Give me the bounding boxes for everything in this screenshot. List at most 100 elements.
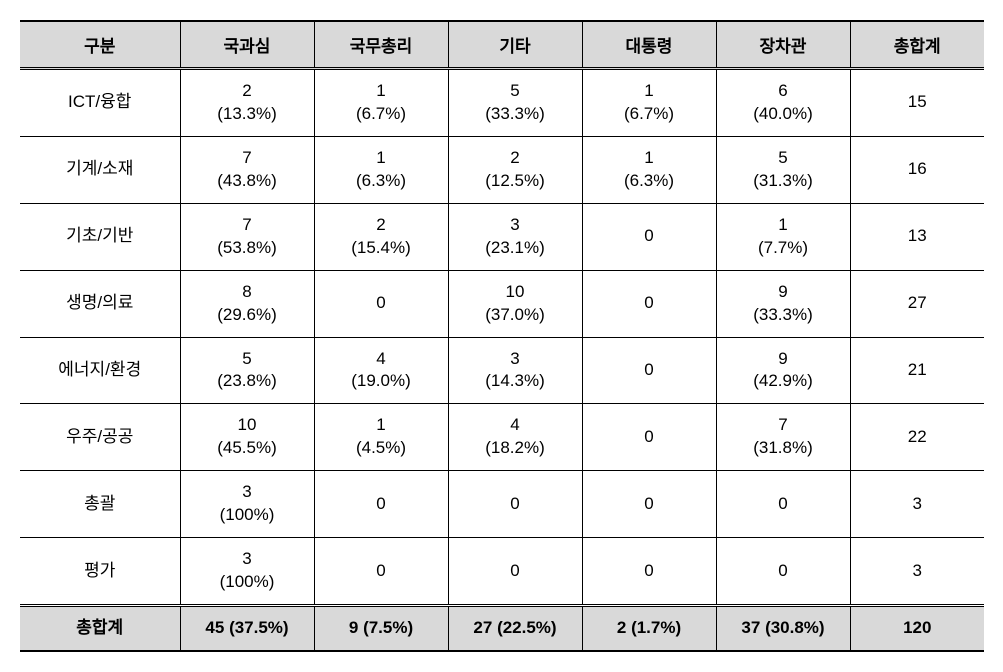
data-cell: 4(19.0%) bbox=[314, 337, 448, 404]
table-row: 우주/공공10(45.5%)1(4.5%)4(18.2%)07(31.8%)22 bbox=[20, 404, 984, 471]
cell-num: 2 bbox=[319, 214, 444, 237]
footer-cell: 37 (30.8%) bbox=[716, 606, 850, 651]
cell-pct: (6.7%) bbox=[587, 103, 712, 126]
data-cell: 0 bbox=[582, 337, 716, 404]
data-cell: 3(100%) bbox=[180, 471, 314, 538]
cell-pct: (6.3%) bbox=[587, 170, 712, 193]
cell-num: 3 bbox=[185, 548, 310, 571]
cell-num: 3 bbox=[185, 481, 310, 504]
cell-num: 0 bbox=[587, 359, 712, 382]
cell-pct: (37.0%) bbox=[453, 304, 578, 327]
cell-num: 1 bbox=[587, 80, 712, 103]
row-label: 평가 bbox=[20, 538, 180, 606]
row-total: 16 bbox=[850, 136, 984, 203]
footer-cell-num: 9 bbox=[349, 618, 358, 637]
table-header-row: 구분 국과심 국무총리 기타 대통령 장차관 총합계 bbox=[20, 21, 984, 69]
cell-num: 0 bbox=[453, 493, 578, 516]
cell-pct: (42.9%) bbox=[721, 370, 846, 393]
cell-num: 0 bbox=[319, 560, 444, 583]
cell-pct: (100%) bbox=[185, 504, 310, 527]
table-row: 생명/의료8(29.6%)010(37.0%)09(33.3%)27 bbox=[20, 270, 984, 337]
data-cell: 0 bbox=[582, 471, 716, 538]
cell-pct: (4.5%) bbox=[319, 437, 444, 460]
footer-total: 120 bbox=[850, 606, 984, 651]
footer-cell-pct: (22.5%) bbox=[497, 618, 557, 637]
cell-num: 0 bbox=[721, 560, 846, 583]
data-cell: 0 bbox=[716, 538, 850, 606]
footer-cell: 45 (37.5%) bbox=[180, 606, 314, 651]
data-cell: 4(18.2%) bbox=[448, 404, 582, 471]
row-total: 15 bbox=[850, 69, 984, 137]
cell-num: 5 bbox=[185, 348, 310, 371]
data-cell: 3(14.3%) bbox=[448, 337, 582, 404]
cell-num: 9 bbox=[721, 281, 846, 304]
row-total: 27 bbox=[850, 270, 984, 337]
table-body: ICT/융합2(13.3%)1(6.7%)5(33.3%)1(6.7%)6(40… bbox=[20, 69, 984, 606]
data-cell: 9(42.9%) bbox=[716, 337, 850, 404]
table-row: 총괄3(100%)00003 bbox=[20, 471, 984, 538]
data-cell: 7(31.8%) bbox=[716, 404, 850, 471]
footer-cell: 27 (22.5%) bbox=[448, 606, 582, 651]
data-cell: 0 bbox=[448, 471, 582, 538]
row-label: 총괄 bbox=[20, 471, 180, 538]
footer-cell: 9 (7.5%) bbox=[314, 606, 448, 651]
cell-num: 0 bbox=[319, 292, 444, 315]
cell-pct: (31.3%) bbox=[721, 170, 846, 193]
cell-num: 8 bbox=[185, 281, 310, 304]
cell-num: 0 bbox=[453, 560, 578, 583]
data-cell: 0 bbox=[582, 203, 716, 270]
footer-cell-pct: (1.7%) bbox=[631, 618, 681, 637]
data-table: 구분 국과심 국무총리 기타 대통령 장차관 총합계 ICT/융합2(13.3%… bbox=[20, 20, 984, 652]
row-label: 에너지/환경 bbox=[20, 337, 180, 404]
cell-pct: (31.8%) bbox=[721, 437, 846, 460]
table-row: 기초/기반7(53.8%)2(15.4%)3(23.1%)01(7.7%)13 bbox=[20, 203, 984, 270]
cell-pct: (43.8%) bbox=[185, 170, 310, 193]
cell-num: 1 bbox=[319, 414, 444, 437]
cell-num: 7 bbox=[185, 147, 310, 170]
cell-pct: (14.3%) bbox=[453, 370, 578, 393]
data-cell: 0 bbox=[582, 404, 716, 471]
footer-cell-num: 2 bbox=[617, 618, 626, 637]
row-label: ICT/융합 bbox=[20, 69, 180, 137]
data-cell: 2(12.5%) bbox=[448, 136, 582, 203]
cell-num: 1 bbox=[721, 214, 846, 237]
cell-num: 0 bbox=[587, 225, 712, 248]
cell-num: 2 bbox=[453, 147, 578, 170]
data-cell: 10(45.5%) bbox=[180, 404, 314, 471]
row-label: 우주/공공 bbox=[20, 404, 180, 471]
cell-num: 0 bbox=[587, 493, 712, 516]
data-cell: 5(31.3%) bbox=[716, 136, 850, 203]
row-label: 기초/기반 bbox=[20, 203, 180, 270]
cell-num: 5 bbox=[453, 80, 578, 103]
cell-num: 7 bbox=[185, 214, 310, 237]
cell-pct: (15.4%) bbox=[319, 237, 444, 260]
data-cell: 5(23.8%) bbox=[180, 337, 314, 404]
data-cell: 3(23.1%) bbox=[448, 203, 582, 270]
cell-pct: (19.0%) bbox=[319, 370, 444, 393]
cell-pct: (29.6%) bbox=[185, 304, 310, 327]
cell-num: 0 bbox=[721, 493, 846, 516]
cell-num: 3 bbox=[453, 348, 578, 371]
data-cell: 1(6.3%) bbox=[314, 136, 448, 203]
cell-num: 4 bbox=[453, 414, 578, 437]
cell-num: 1 bbox=[319, 147, 444, 170]
cell-num: 1 bbox=[587, 147, 712, 170]
cell-num: 2 bbox=[185, 80, 310, 103]
table-row: 평가3(100%)00003 bbox=[20, 538, 984, 606]
data-cell: 3(100%) bbox=[180, 538, 314, 606]
cell-num: 0 bbox=[587, 292, 712, 315]
col-header: 국무총리 bbox=[314, 21, 448, 69]
data-cell: 1(7.7%) bbox=[716, 203, 850, 270]
cell-pct: (18.2%) bbox=[453, 437, 578, 460]
cell-num: 0 bbox=[587, 426, 712, 449]
footer-cell-pct: (30.8%) bbox=[765, 618, 825, 637]
cell-pct: (6.7%) bbox=[319, 103, 444, 126]
cell-pct: (33.3%) bbox=[721, 304, 846, 327]
cell-num: 10 bbox=[453, 281, 578, 304]
table-row: ICT/융합2(13.3%)1(6.7%)5(33.3%)1(6.7%)6(40… bbox=[20, 69, 984, 137]
data-cell: 0 bbox=[314, 538, 448, 606]
cell-num: 3 bbox=[453, 214, 578, 237]
col-header: 국과심 bbox=[180, 21, 314, 69]
data-cell: 2(15.4%) bbox=[314, 203, 448, 270]
col-header: 총합계 bbox=[850, 21, 984, 69]
